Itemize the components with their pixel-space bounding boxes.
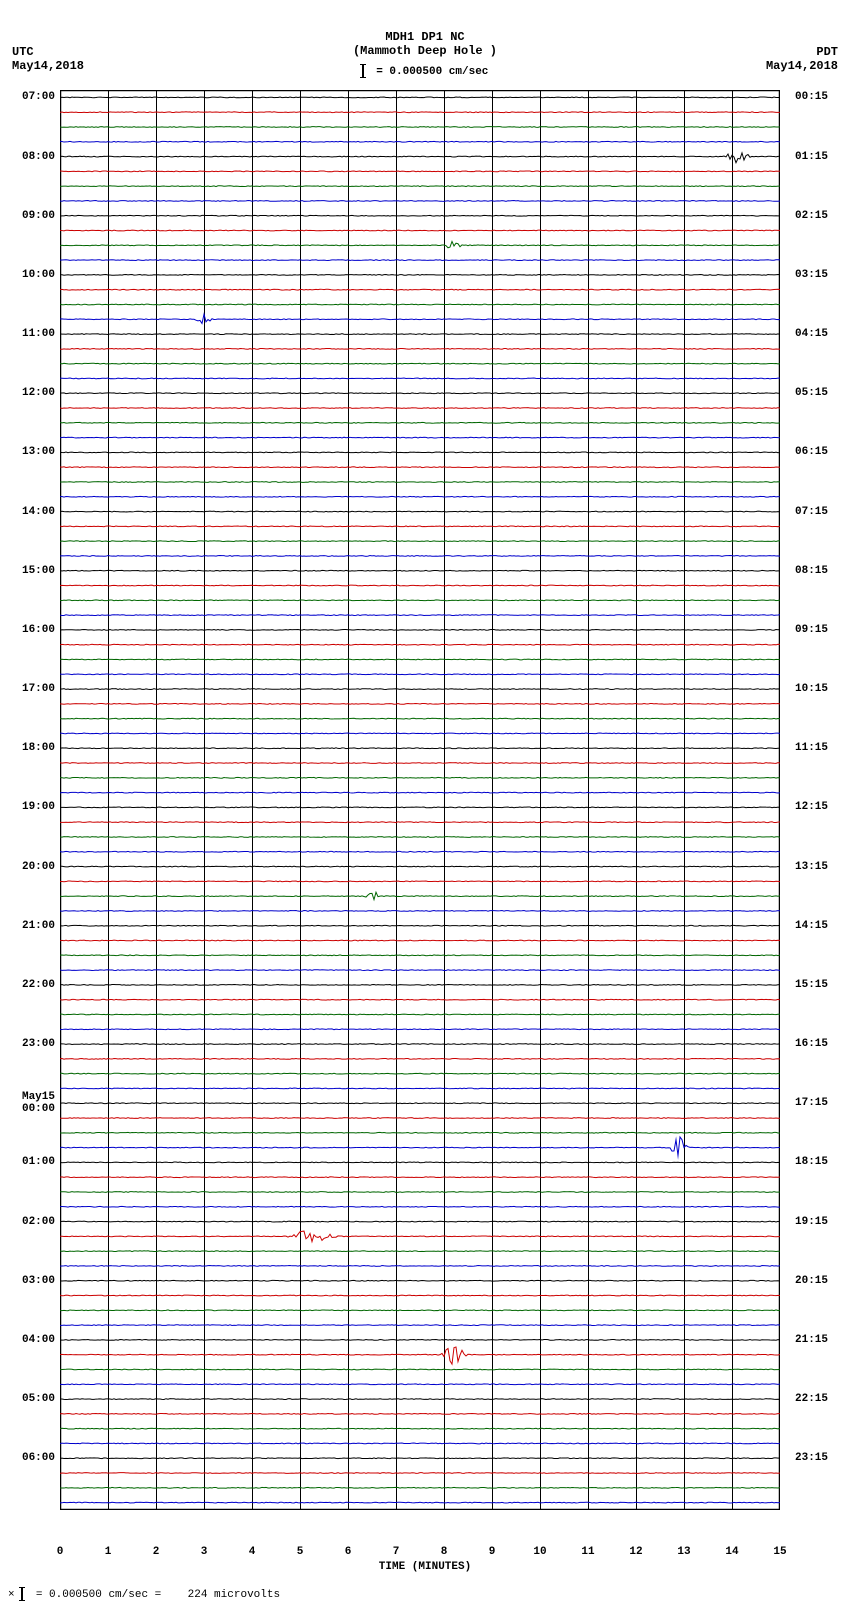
x-tick-label: 5 — [297, 1546, 304, 1558]
station-subtitle: (Mammoth Deep Hole ) — [0, 44, 850, 58]
y-left-label: 01:00 — [0, 1156, 55, 1168]
y-right-label: 09:15 — [795, 624, 850, 636]
x-axis-title: TIME (MINUTES) — [0, 1561, 850, 1573]
y-right-label: 03:15 — [795, 269, 850, 281]
y-left-label: 16:00 — [0, 624, 55, 636]
y-left-label: 12:00 — [0, 387, 55, 399]
y-right-label: 18:15 — [795, 1156, 850, 1168]
y-right-label: 14:15 — [795, 920, 850, 932]
x-tick-label: 8 — [441, 1546, 448, 1558]
y-right-label: 11:15 — [795, 742, 850, 754]
station-title: MDH1 DP1 NC — [0, 30, 850, 44]
x-tick-label: 13 — [677, 1546, 690, 1558]
y-left-label: 22:00 — [0, 979, 55, 991]
y-left-label: 10:00 — [0, 269, 55, 281]
y-left-label: 11:00 — [0, 328, 55, 340]
y-left-label: 08:00 — [0, 151, 55, 163]
y-right-label: 20:15 — [795, 1275, 850, 1287]
y-right-label: 00:15 — [795, 91, 850, 103]
x-tick-label: 10 — [533, 1546, 546, 1558]
y-right-label: 21:15 — [795, 1334, 850, 1346]
x-tick-label: 2 — [153, 1546, 160, 1558]
y-right-label: 06:15 — [795, 446, 850, 458]
y-right-label: 16:15 — [795, 1038, 850, 1050]
y-left-label: 15:00 — [0, 565, 55, 577]
y-left-label: 13:00 — [0, 446, 55, 458]
y-left-label: 18:00 — [0, 742, 55, 754]
y-right-label: 07:15 — [795, 506, 850, 518]
footer-prefix: × — [8, 1589, 15, 1601]
x-tick-label: 7 — [393, 1546, 400, 1558]
x-tick-label: 9 — [489, 1546, 496, 1558]
y-right-label: 01:15 — [795, 151, 850, 163]
y-right-label: 22:15 — [795, 1393, 850, 1405]
x-tick-label: 6 — [345, 1546, 352, 1558]
y-left-label: 03:00 — [0, 1275, 55, 1287]
seismogram-plot — [60, 90, 780, 1510]
y-right-label: 08:15 — [795, 565, 850, 577]
footer-scale: × = 0.000500 cm/sec = 224 microvolts — [8, 1587, 280, 1601]
header: MDH1 DP1 NC (Mammoth Deep Hole ) = 0.000… — [0, 30, 850, 78]
y-left-label: 07:00 — [0, 91, 55, 103]
y-right-label: 02:15 — [795, 210, 850, 222]
y-right-label: 17:15 — [795, 1097, 850, 1109]
scale-text: = 0.000500 cm/sec — [376, 66, 488, 78]
y-right-label: 05:15 — [795, 387, 850, 399]
y-right-label: 15:15 — [795, 979, 850, 991]
x-tick-label: 12 — [629, 1546, 642, 1558]
y-left-label: 06:00 — [0, 1452, 55, 1464]
y-left-label: 05:00 — [0, 1393, 55, 1405]
x-tick-label: 4 — [249, 1546, 256, 1558]
x-tick-label: 3 — [201, 1546, 208, 1558]
y-right-label: 12:15 — [795, 801, 850, 813]
y-left-label: 20:00 — [0, 861, 55, 873]
y-right-label: 10:15 — [795, 683, 850, 695]
footer-microvolts: 224 microvolts — [188, 1589, 280, 1601]
y-right-label: 19:15 — [795, 1216, 850, 1228]
x-tick-label: 11 — [581, 1546, 594, 1558]
footer-scale-bar-icon — [21, 1587, 23, 1601]
y-left-label: 02:00 — [0, 1216, 55, 1228]
x-tick-label: 1 — [105, 1546, 112, 1558]
y-left-label: 14:00 — [0, 506, 55, 518]
x-tick-label: 0 — [57, 1546, 64, 1558]
y-left-label: 23:00 — [0, 1038, 55, 1050]
y-left-label: 19:00 — [0, 801, 55, 813]
y-left-label: 21:00 — [0, 920, 55, 932]
y-left-label: 09:00 — [0, 210, 55, 222]
x-tick-label: 15 — [773, 1546, 786, 1558]
seismogram-canvas — [60, 90, 780, 1510]
scale-legend: = 0.000500 cm/sec — [0, 64, 850, 78]
y-left-label: 04:00 — [0, 1334, 55, 1346]
y-right-label: 04:15 — [795, 328, 850, 340]
y-right-label: 13:15 — [795, 861, 850, 873]
y-right-label: 23:15 — [795, 1452, 850, 1464]
scale-bar-icon — [362, 64, 364, 78]
y-left-label: May1500:00 — [0, 1091, 55, 1115]
footer-scale-text: = 0.000500 cm/sec = — [36, 1589, 161, 1601]
x-tick-label: 14 — [725, 1546, 738, 1558]
y-left-label: 17:00 — [0, 683, 55, 695]
